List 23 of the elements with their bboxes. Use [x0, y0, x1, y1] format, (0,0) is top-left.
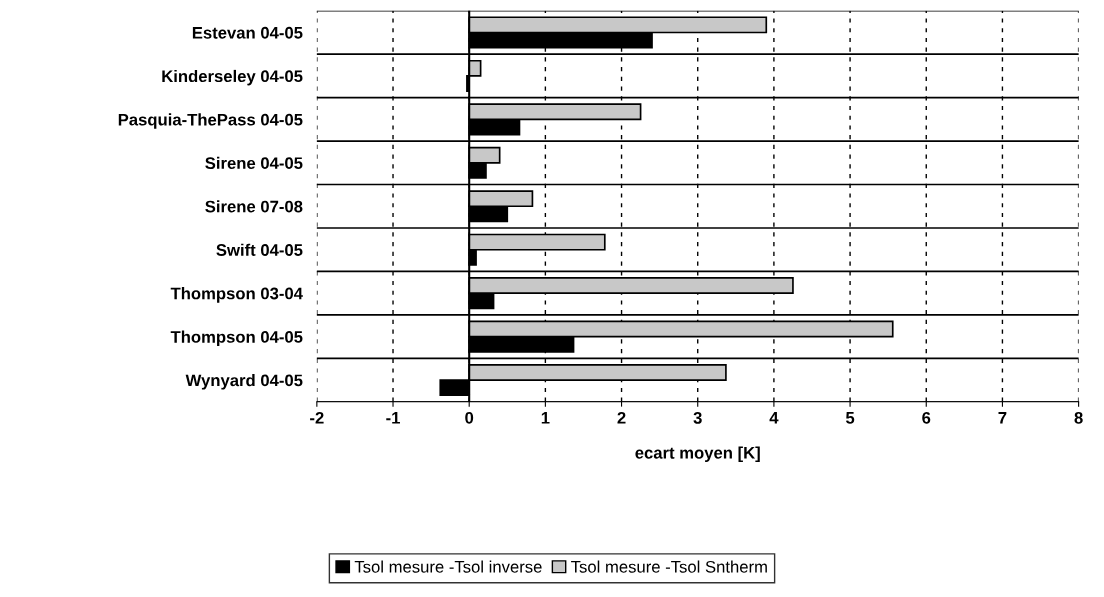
y-tick-label: Sirene 07-08 [205, 200, 303, 213]
y-tick-label: Pasquia-ThePass 04-05 [118, 113, 303, 129]
x-tick-label: 4 [769, 412, 779, 424]
x-tick-label: 6 [922, 411, 931, 424]
x-axis-title: ecart moyen [K] [635, 446, 760, 463]
legend-label: Tsol mesure -Tsol Sntherm [571, 560, 767, 573]
y-tick-label: Sirene 04-05 [205, 156, 303, 170]
y-tick-label: Wynyard 04-05 [185, 374, 303, 390]
x-tick-label: 1 [541, 412, 550, 424]
x-tick-label: 0 [465, 411, 474, 424]
x-tick-label: 3 [693, 411, 702, 424]
y-tick-label: Thompson 03-04 [170, 287, 303, 303]
x-tick-label: 8 [1074, 411, 1083, 424]
x-tick-label: -2 [310, 411, 324, 424]
x-tick-label: 7 [998, 412, 1007, 424]
y-tick-label: Swift 04-05 [216, 243, 303, 256]
y-tick-label: Thompson 04-05 [170, 330, 303, 347]
legend-label: Tsol mesure -Tsol inverse [354, 560, 542, 573]
x-tick-label: 5 [845, 412, 855, 424]
y-tick-label: Kinderseley 04-05 [162, 69, 303, 86]
y-tick-label: Estevan 04-05 [192, 26, 303, 39]
x-tick-label: -1 [386, 412, 400, 424]
x-tick-label: 2 [617, 411, 626, 424]
